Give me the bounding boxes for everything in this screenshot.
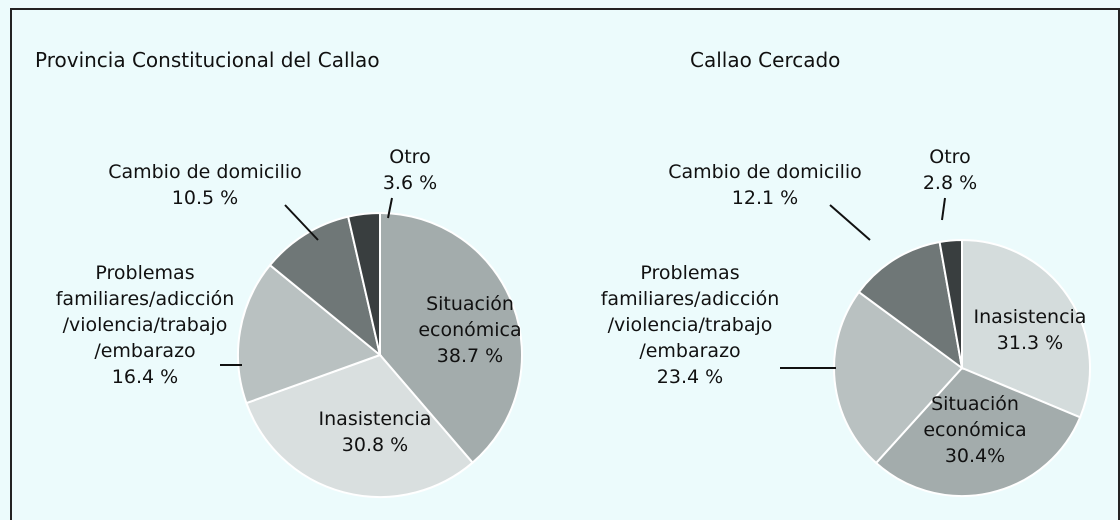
slice-name: Problemas familiares/adicción /violencia… bbox=[600, 262, 780, 362]
slice-label: Inasistencia 31.3 % bbox=[974, 304, 1087, 356]
slice-value: 2.8 % bbox=[922, 172, 978, 194]
slice-label: Cambio de domicilio 10.5 % bbox=[108, 159, 302, 211]
pie-slice bbox=[961, 238, 1091, 419]
slice-name: Cambio de domicilio bbox=[668, 161, 862, 183]
slice-value: 3.6 % bbox=[382, 172, 438, 194]
slice-name: Otro bbox=[389, 146, 431, 168]
pie-slice bbox=[268, 215, 382, 358]
leader-line bbox=[284, 204, 319, 241]
pie-slice bbox=[379, 211, 523, 465]
slice-value: 30.8 % bbox=[341, 434, 409, 456]
pie-slice bbox=[857, 240, 964, 371]
slice-value: 38.7 % bbox=[436, 345, 504, 367]
pie-slice bbox=[833, 290, 964, 465]
chart-title: Callao Cercado bbox=[690, 48, 841, 72]
slice-value: 23.4 % bbox=[656, 366, 724, 388]
slice-label: Otro 2.8 % bbox=[923, 144, 977, 196]
slice-label: Inasistencia 30.8 % bbox=[319, 406, 432, 458]
slice-name: Cambio de domicilio bbox=[108, 161, 302, 183]
frame bbox=[10, 8, 1120, 520]
slice-label: Cambio de domicilio 12.1 % bbox=[668, 159, 862, 211]
pie-slice bbox=[245, 353, 474, 498]
chart-title: Provincia Constitucional del Callao bbox=[35, 48, 380, 72]
slice-label: Problemas familiares/adicción /violencia… bbox=[601, 260, 780, 390]
slice-value: 31.3 % bbox=[996, 332, 1064, 354]
slice-value: 10.5 % bbox=[171, 187, 239, 209]
slice-name: Inasistencia bbox=[973, 306, 1087, 328]
slice-name: Inasistencia bbox=[318, 408, 432, 430]
slice-name: Problemas familiares/adicción /violencia… bbox=[55, 262, 235, 362]
slice-name: Situación económica bbox=[418, 293, 522, 341]
slice-label: Situación económica 38.7 % bbox=[418, 291, 521, 369]
slice-name: Otro bbox=[929, 146, 971, 168]
slice-name: Situación económica bbox=[923, 393, 1027, 441]
pie-slice bbox=[237, 263, 383, 405]
pie-slice bbox=[938, 238, 963, 369]
leader-line bbox=[829, 204, 871, 241]
slice-label: Situación económica 30.4% bbox=[923, 391, 1026, 469]
leader-line bbox=[941, 197, 946, 221]
leader-line bbox=[387, 197, 393, 219]
slice-value: 16.4 % bbox=[111, 366, 179, 388]
pie-slice bbox=[874, 366, 1082, 497]
slice-label: Problemas familiares/adicción /violencia… bbox=[56, 260, 235, 390]
pie-slice bbox=[346, 211, 381, 356]
slice-value: 12.1 % bbox=[731, 187, 799, 209]
slice-label: Otro 3.6 % bbox=[383, 144, 437, 196]
slice-value: 30.4% bbox=[944, 445, 1006, 467]
